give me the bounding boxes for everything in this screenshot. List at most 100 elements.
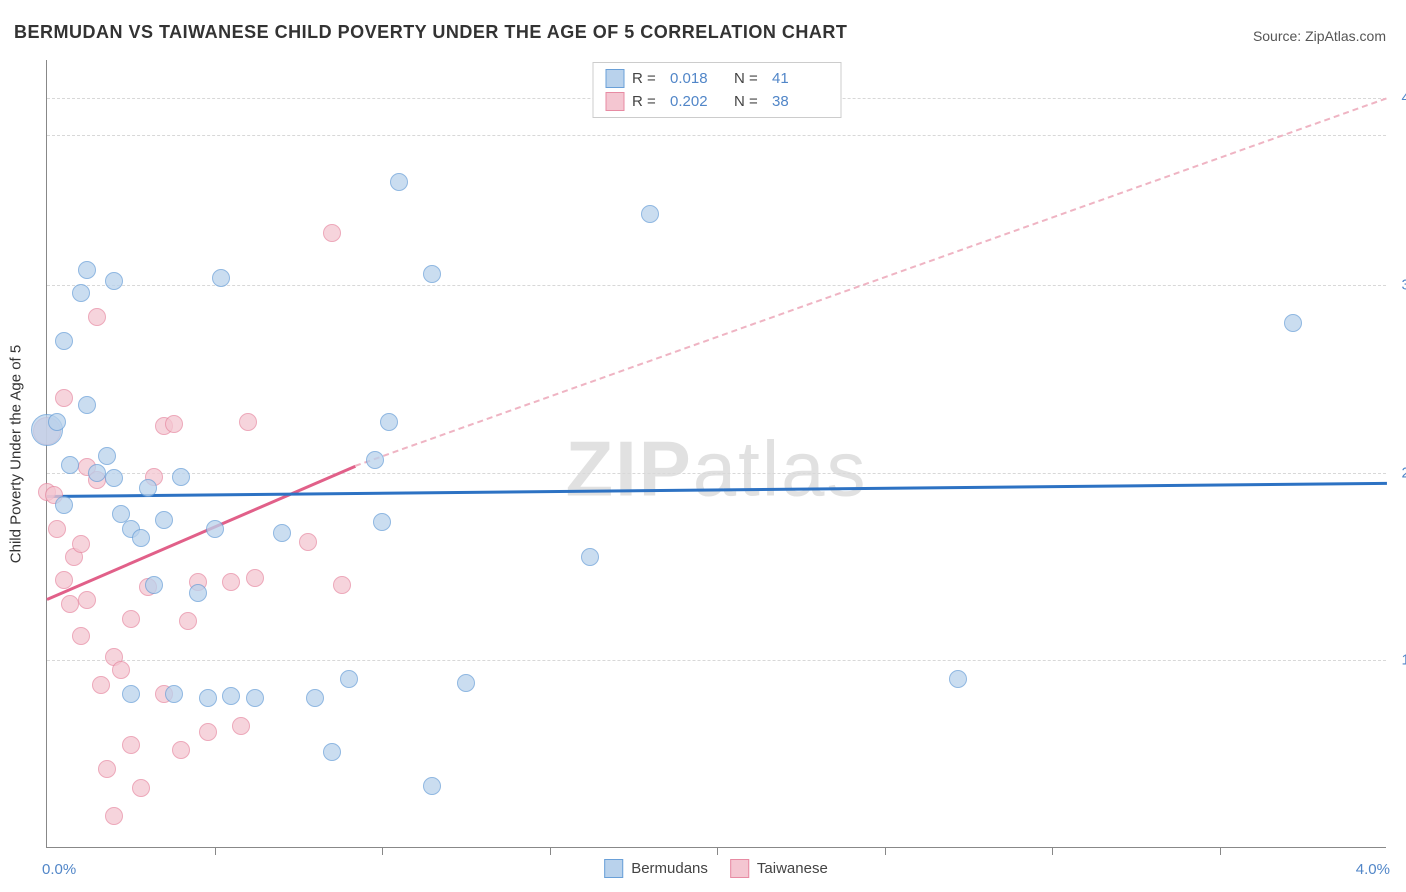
- data-point: [61, 595, 79, 613]
- legend-label: Bermudans: [631, 860, 708, 877]
- data-point: [457, 674, 475, 692]
- data-point: [48, 520, 66, 538]
- data-point: [232, 717, 250, 735]
- plot-region: ZIPatlas R =0.018N =41R =0.202N =38 10.0…: [46, 60, 1386, 848]
- legend-row: R =0.018N =41: [605, 67, 828, 90]
- data-point: [222, 573, 240, 591]
- data-point: [212, 269, 230, 287]
- data-point: [78, 396, 96, 414]
- data-point: [72, 535, 90, 553]
- data-point: [273, 524, 291, 542]
- data-point: [55, 332, 73, 350]
- legend-item: Bermudans: [604, 859, 708, 878]
- data-point: [373, 513, 391, 531]
- data-point: [222, 687, 240, 705]
- data-point: [88, 464, 106, 482]
- gridline: [47, 660, 1386, 661]
- data-point: [48, 413, 66, 431]
- data-point: [105, 469, 123, 487]
- x-tick: [1220, 847, 1221, 855]
- data-point: [112, 661, 130, 679]
- data-point: [641, 205, 659, 223]
- data-point: [423, 777, 441, 795]
- data-point: [366, 451, 384, 469]
- data-point: [581, 548, 599, 566]
- gridline: [47, 473, 1386, 474]
- legend-r-label: R =: [632, 70, 662, 87]
- data-point: [172, 741, 190, 759]
- data-point: [55, 571, 73, 589]
- data-point: [55, 389, 73, 407]
- data-point: [132, 529, 150, 547]
- data-point: [165, 415, 183, 433]
- trend-line: [355, 98, 1387, 468]
- x-axis-max-label: 4.0%: [1356, 861, 1390, 878]
- x-tick: [885, 847, 886, 855]
- data-point: [206, 520, 224, 538]
- data-point: [165, 685, 183, 703]
- data-point: [423, 265, 441, 283]
- legend-n-value: 41: [772, 70, 828, 87]
- data-point: [72, 284, 90, 302]
- y-axis-label: Child Poverty Under the Age of 5: [8, 345, 25, 563]
- data-point: [172, 468, 190, 486]
- data-point: [340, 670, 358, 688]
- data-point: [323, 743, 341, 761]
- legend-label: Taiwanese: [757, 860, 828, 877]
- data-point: [78, 591, 96, 609]
- y-tick-label: 40.0%: [1401, 89, 1406, 106]
- source-label: Source:: [1253, 28, 1305, 44]
- x-axis-min-label: 0.0%: [42, 861, 76, 878]
- data-point: [122, 610, 140, 628]
- trend-line: [47, 482, 1387, 498]
- data-point: [299, 533, 317, 551]
- data-point: [199, 723, 217, 741]
- watermark-atlas: atlas: [693, 425, 868, 513]
- legend-swatch: [605, 92, 624, 111]
- legend-n-value: 38: [772, 93, 828, 110]
- data-point: [61, 456, 79, 474]
- y-tick-label: 30.0%: [1401, 277, 1406, 294]
- watermark: ZIPatlas: [565, 424, 867, 515]
- x-tick: [382, 847, 383, 855]
- data-point: [78, 261, 96, 279]
- legend-swatch: [605, 69, 624, 88]
- data-point: [122, 736, 140, 754]
- x-tick: [1052, 847, 1053, 855]
- data-point: [55, 496, 73, 514]
- data-point: [155, 511, 173, 529]
- legend-correlation: R =0.018N =41R =0.202N =38: [592, 62, 841, 118]
- data-point: [105, 807, 123, 825]
- y-tick-label: 10.0%: [1401, 652, 1406, 669]
- x-tick: [550, 847, 551, 855]
- data-point: [949, 670, 967, 688]
- source-link[interactable]: ZipAtlas.com: [1305, 28, 1386, 44]
- data-point: [246, 689, 264, 707]
- x-tick: [717, 847, 718, 855]
- watermark-zip: ZIP: [565, 425, 692, 513]
- data-point: [132, 779, 150, 797]
- data-point: [239, 413, 257, 431]
- y-tick-label: 20.0%: [1401, 464, 1406, 481]
- data-point: [88, 308, 106, 326]
- gridline: [47, 285, 1386, 286]
- data-point: [105, 272, 123, 290]
- legend-r-label: R =: [632, 93, 662, 110]
- data-point: [72, 627, 90, 645]
- data-point: [122, 685, 140, 703]
- data-point: [98, 760, 116, 778]
- legend-r-value: 0.018: [670, 70, 726, 87]
- chart-title: BERMUDAN VS TAIWANESE CHILD POVERTY UNDE…: [14, 22, 847, 43]
- legend-swatch: [730, 859, 749, 878]
- data-point: [306, 689, 324, 707]
- legend-series: Bermudans Taiwanese: [604, 859, 828, 878]
- legend-r-value: 0.202: [670, 93, 726, 110]
- legend-n-label: N =: [734, 93, 764, 110]
- data-point: [323, 224, 341, 242]
- data-point: [145, 576, 163, 594]
- data-point: [199, 689, 217, 707]
- gridline: [47, 135, 1386, 136]
- chart-area: Child Poverty Under the Age of 5 ZIPatla…: [46, 60, 1386, 848]
- source-attribution: Source: ZipAtlas.com: [1253, 28, 1386, 44]
- data-point: [92, 676, 110, 694]
